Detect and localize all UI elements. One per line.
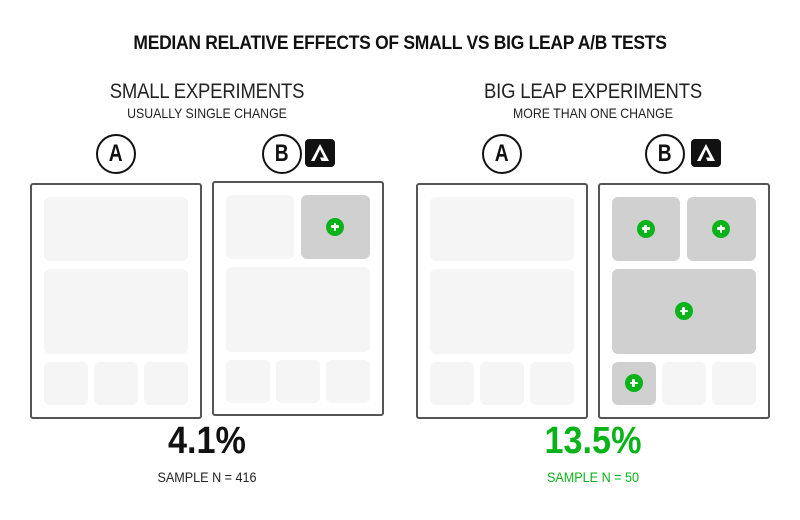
plus-circle-icon xyxy=(712,219,730,238)
small-experiments-heading: SMALL EXPERIMENTS xyxy=(109,80,305,103)
wireframe-block xyxy=(479,361,524,405)
big-leap-experiments-subheading: MORE THAN ONE CHANGE xyxy=(513,105,673,121)
small-experiments-subheading: USUALLY SINGLE CHANGE xyxy=(127,105,287,121)
variant-b-label: B xyxy=(658,140,672,167)
wireframe-block xyxy=(225,266,370,352)
page-title: MEDIAN RELATIVE EFFECTS OF SMALL VS BIG … xyxy=(133,33,667,54)
wireframe-block xyxy=(93,361,138,405)
wireframe-block xyxy=(429,268,574,354)
variant-a-badge: A xyxy=(482,134,522,174)
small-experiments-sample-size: SAMPLE N = 416 xyxy=(157,469,257,485)
variant-b-badge: B xyxy=(262,134,302,174)
big-variant-a-wireframe xyxy=(416,183,588,419)
wireframe-block xyxy=(43,361,88,405)
wireframe-block xyxy=(225,359,270,403)
leap-logo-icon xyxy=(691,139,721,167)
wireframe-block xyxy=(225,194,294,259)
wireframe-block xyxy=(711,361,756,405)
wireframe-block xyxy=(43,196,188,261)
plus-circle-icon xyxy=(624,374,643,392)
wireframe-block xyxy=(429,196,574,261)
variant-a-label: A xyxy=(495,140,509,167)
changed-wireframe-block xyxy=(611,196,680,261)
variant-b-label: B xyxy=(275,140,289,167)
wireframe-block xyxy=(325,359,370,403)
wireframe-block xyxy=(661,361,706,405)
small-variant-a-wireframe xyxy=(30,183,202,419)
plus-circle-icon xyxy=(636,219,655,238)
wireframe-block xyxy=(529,361,574,405)
variant-a-label: A xyxy=(109,140,123,167)
changed-wireframe-block xyxy=(611,361,656,405)
leap-logo-icon xyxy=(305,139,335,167)
big-variant-b-wireframe xyxy=(598,183,770,419)
variant-b-badge: B xyxy=(645,134,685,174)
wireframe-block xyxy=(143,361,188,405)
changed-wireframe-block xyxy=(300,194,370,259)
big-leap-experiments-result: 13.5% xyxy=(544,420,642,462)
big-leap-experiments-heading: BIG LEAP EXPERIMENTS xyxy=(484,80,702,103)
small-variant-b-wireframe xyxy=(212,181,384,416)
wireframe-block xyxy=(429,361,474,405)
variant-a-badge: A xyxy=(96,134,136,174)
wireframe-block xyxy=(43,268,188,354)
plus-circle-icon xyxy=(674,302,693,320)
changed-wireframe-block xyxy=(611,268,756,354)
small-experiments-result: 4.1% xyxy=(168,420,246,462)
changed-wireframe-block xyxy=(686,196,756,261)
wireframe-block xyxy=(275,359,320,403)
big-leap-experiments-sample-size: SAMPLE N = 50 xyxy=(546,469,640,485)
plus-circle-icon xyxy=(326,217,344,236)
